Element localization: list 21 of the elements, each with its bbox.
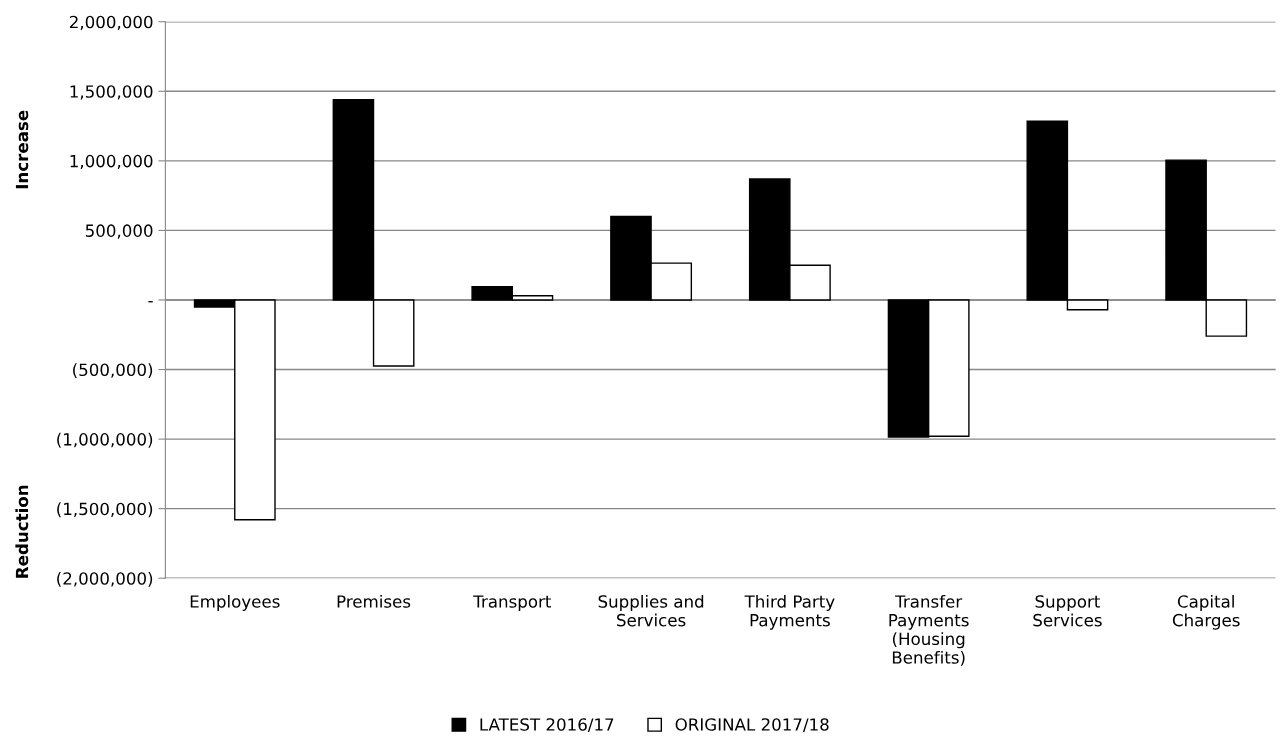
legend-label: LATEST 2016/17 — [480, 718, 614, 733]
y-tick-label: (2,000,000) — [57, 571, 153, 587]
x-tick-label: Transfer Payments (Housing Benefits) — [889, 594, 969, 666]
y-tick-label: (1,000,000) — [57, 432, 153, 448]
x-tick-label: Employees — [190, 594, 280, 612]
x-tick-label: Capital Charges — [1172, 594, 1240, 630]
y-tick-label: (500,000) — [73, 363, 153, 379]
x-tick-label: Support Services — [1033, 595, 1102, 627]
y-tick-label: 1,000,000 — [70, 154, 153, 170]
y-tick-label: 2,000,000 — [69, 15, 153, 30]
y-tick-label: 500,000 — [85, 224, 153, 239]
x-tick-label: Third Party Payments — [744, 594, 835, 630]
text: Reduction — [15, 485, 29, 578]
legend-label: ORIGINAL 2017/18 — [675, 718, 829, 733]
x-tick-label: Supplies and Services — [598, 594, 704, 627]
x-tick-label: Premises — [337, 594, 411, 608]
x-tick-label: Transport — [473, 595, 552, 612]
y-axis-title: Increase — [15, 110, 29, 189]
y-tick-label: - — [148, 301, 153, 303]
y-tick-label: 1,500,000 — [70, 85, 153, 100]
y-tick-label: (1,500,000) — [57, 502, 153, 518]
